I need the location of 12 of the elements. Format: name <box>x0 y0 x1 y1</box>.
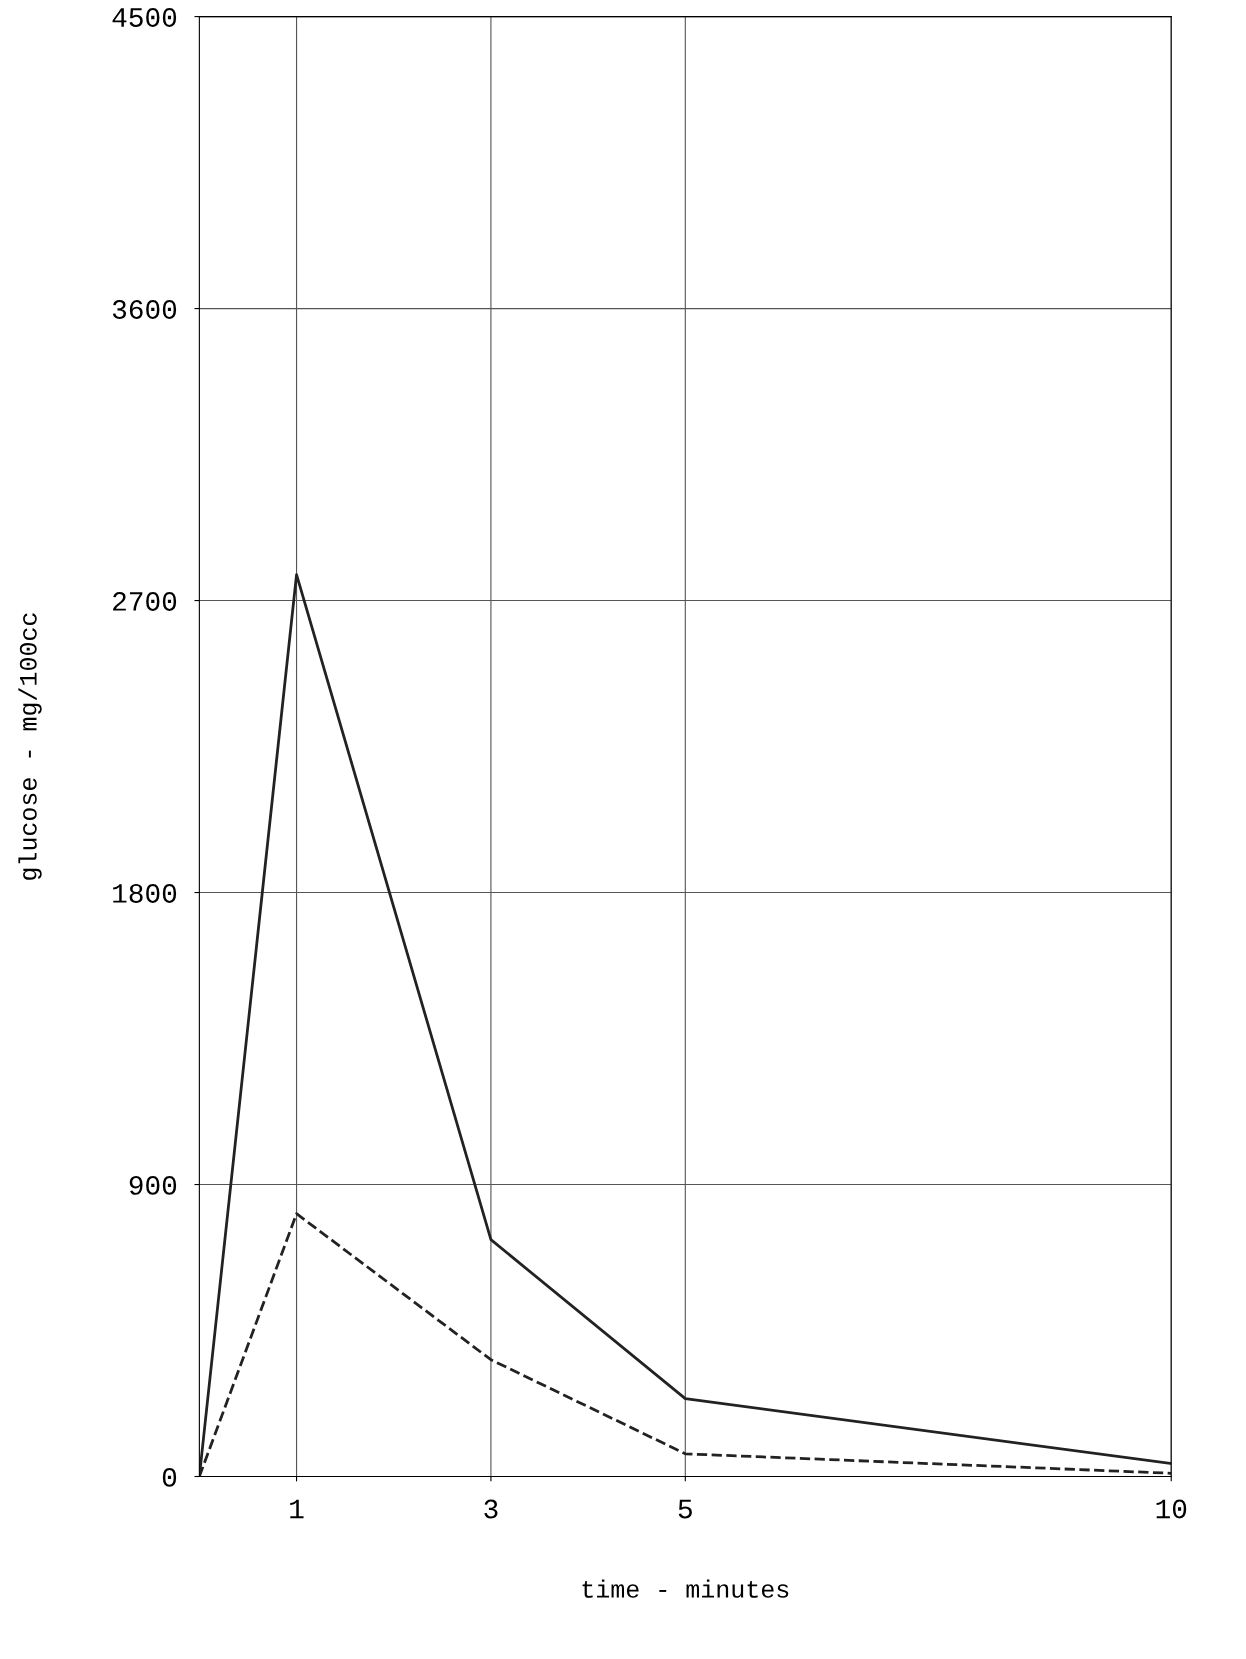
x-axis-title: time - minutes <box>582 1579 789 1598</box>
y-tick-label: 4500 <box>112 8 177 27</box>
y-tick-label: 0 <box>162 1467 177 1487</box>
x-tick-label: 10 <box>1156 1499 1187 1519</box>
y-tick-label: 900 <box>129 1176 177 1195</box>
y-tick-label: 2700 <box>113 592 177 611</box>
x-tick-label: 1 <box>290 1499 304 1519</box>
y-tick-label: 1800 <box>113 884 177 903</box>
y-axis-title: glucose - mg/100cc <box>18 613 42 880</box>
x-tick-label: 5 <box>678 1499 692 1519</box>
y-tick-label: 3600 <box>112 300 177 319</box>
x-tick-label: 3 <box>484 1499 498 1519</box>
